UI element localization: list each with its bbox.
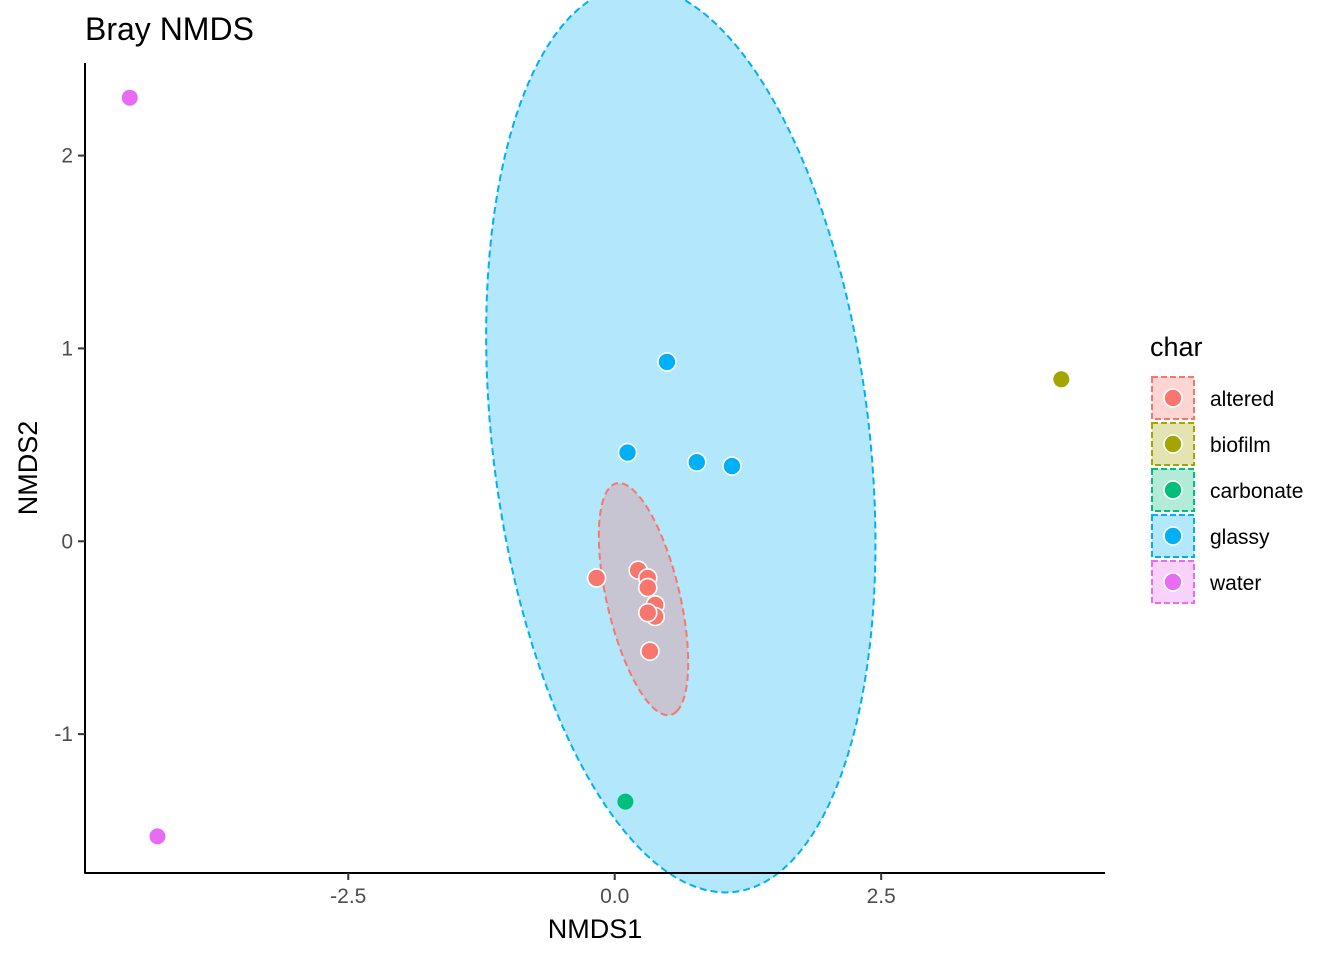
ellipse-altered <box>597 482 690 717</box>
confidence-ellipses <box>485 0 877 894</box>
ellipse-glassy <box>485 0 877 894</box>
legend-dot-altered <box>1163 388 1183 408</box>
legend-label-altered: altered <box>1210 388 1274 411</box>
y-axis-title: NMDS2 <box>13 421 43 516</box>
point-glassy-4 <box>722 456 742 476</box>
legend-dot-biofilm <box>1163 434 1183 454</box>
legend-label-water: water <box>1209 572 1261 595</box>
point-water-2 <box>149 828 166 845</box>
chart-title: Bray NMDS <box>85 11 254 47</box>
point-glassy-2 <box>617 442 638 463</box>
x-tick-label: 0.0 <box>600 885 629 908</box>
legend-item-glassy: glassy <box>1151 514 1270 558</box>
legend-title: char <box>1150 332 1203 362</box>
point-altered-8 <box>640 641 660 662</box>
point-altered-1 <box>586 568 607 588</box>
y-tick-label: 2 <box>61 145 73 168</box>
point-glassy-3 <box>686 452 707 473</box>
y-tick-label: -1 <box>54 723 73 746</box>
y-tick-label: 1 <box>61 337 73 360</box>
legend-item-carbonate: carbonate <box>1151 468 1303 512</box>
y-tick-label: 0 <box>61 530 73 553</box>
legend-dot-carbonate <box>1163 480 1183 500</box>
point-altered-4 <box>637 577 658 598</box>
legend-item-water: water <box>1151 560 1261 604</box>
point-glassy-1 <box>657 352 677 372</box>
axes: -2.5 0.0 2.5 -1 0 1 2 <box>54 63 1105 908</box>
legend-item-biofilm: biofilm <box>1151 422 1271 466</box>
legend-dot-glassy <box>1163 526 1183 546</box>
point-carbonate-1 <box>617 793 634 810</box>
point-water-1 <box>121 89 138 106</box>
x-tick-label: -2.5 <box>330 885 366 908</box>
legend-label-biofilm: biofilm <box>1210 434 1271 457</box>
x-tick-label: 2.5 <box>867 885 896 908</box>
x-axis-title: NMDS1 <box>548 914 643 944</box>
point-altered-7 <box>637 602 658 623</box>
legend: char altered biofilm carbonate glassy water <box>1150 332 1303 604</box>
legend-label-glassy: glassy <box>1210 526 1270 549</box>
legend-key-altered <box>1151 376 1195 420</box>
data-points <box>121 89 1070 845</box>
point-biofilm-1 <box>1053 371 1070 388</box>
legend-label-carbonate: carbonate <box>1210 480 1303 503</box>
legend-item-altered: altered <box>1151 376 1274 420</box>
legend-dot-water <box>1163 572 1183 592</box>
